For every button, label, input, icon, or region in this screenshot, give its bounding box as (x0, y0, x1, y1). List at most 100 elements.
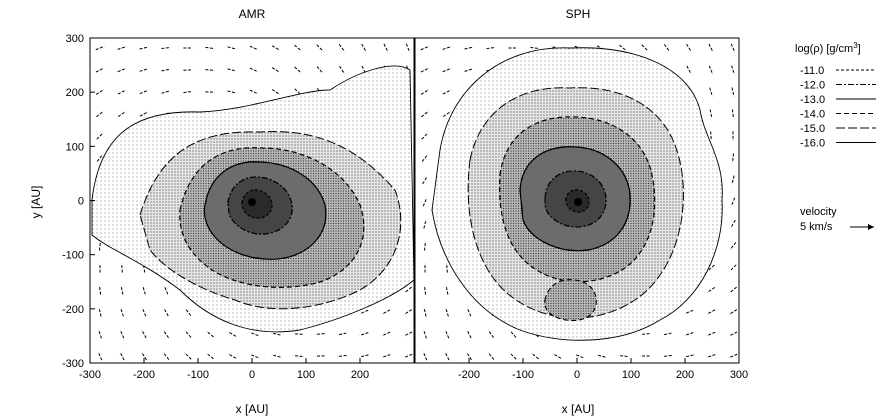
velocity-vector (227, 331, 237, 337)
velocity-vector (99, 241, 101, 251)
sph-center-core (574, 198, 582, 206)
legend-entries: -11.0 -12.0 -13.0 -14.0 -15.0 -16.0 (800, 65, 876, 150)
amr-center-core (248, 198, 256, 206)
sph-x-axis-label: x [AU] (562, 402, 595, 416)
amr-x-axis-label: x [AU] (236, 402, 269, 416)
velocity-vector (96, 132, 104, 140)
velocity-vector (337, 354, 347, 358)
velocity-vector (446, 263, 448, 273)
velocity-vector (98, 285, 102, 295)
velocity-vector (405, 43, 411, 53)
velocity-vector (121, 263, 123, 273)
velocity-vector (162, 329, 170, 339)
velocity-vector (139, 46, 149, 50)
velocity-vector (95, 89, 105, 95)
y-tick-label: -200 (62, 304, 84, 316)
velocity-vector (731, 109, 735, 119)
velocity-vector (249, 331, 259, 337)
velocity-vector (142, 285, 146, 295)
velocity-vector (442, 46, 452, 50)
velocity-vector (421, 110, 429, 118)
velocity-vector (731, 87, 735, 97)
velocity-vector (707, 264, 715, 272)
velocity-vector (420, 89, 430, 95)
velocity-vector (706, 287, 716, 293)
velocity-vector (271, 354, 281, 358)
velocity-vector (466, 351, 472, 361)
velocity-vector (96, 110, 104, 118)
velocity-vector (271, 45, 281, 51)
panel-amr: AMR -300 -200 -100 0 100 200 300 200 100 0 -100 -2… (29, 7, 415, 416)
y-tick-label: 300 (66, 33, 84, 45)
velocity-vector (117, 46, 127, 50)
velocity-vector (729, 286, 737, 294)
velocity-vector (227, 90, 237, 94)
velocity-vector (227, 68, 237, 72)
velocity-vector (466, 307, 472, 317)
legend-entry-label: -15.0 (800, 123, 825, 135)
velocity-vector (509, 352, 517, 360)
velocity-vector (464, 68, 474, 72)
velocity-vector (509, 330, 517, 338)
velocity-vector (488, 329, 494, 339)
velocity-vector (117, 67, 127, 73)
velocity-vector (293, 333, 303, 335)
velocity-vector (730, 43, 736, 53)
amr-plot-area (91, 43, 414, 361)
velocity-vector (316, 66, 324, 74)
velocity-vector (161, 46, 171, 50)
sph-plot-area (420, 43, 738, 361)
velocity-vector (161, 90, 171, 94)
velocity-vector (184, 352, 192, 360)
velocity-vector (404, 286, 412, 294)
velocity-vector (139, 89, 149, 95)
velocity-vector (423, 241, 427, 251)
velocity-vector (120, 307, 124, 317)
velocity-vector (403, 331, 413, 337)
legend-entry-label: -14.0 (800, 109, 825, 121)
velocity-vector (95, 45, 105, 51)
y-tick-label: 100 (66, 141, 84, 153)
velocity-vector (706, 331, 716, 337)
velocity-vector (271, 332, 281, 336)
velocity-vector (423, 285, 427, 295)
velocity-vector (119, 329, 125, 339)
velocity-vector (95, 67, 105, 73)
velocity-vector (420, 67, 430, 73)
velocity-vector (709, 87, 713, 97)
velocity-vector (183, 90, 193, 94)
velocity-vector (686, 43, 692, 53)
velocity-vector (183, 69, 193, 71)
velocity-vector (445, 285, 449, 295)
velocity-vector (227, 46, 237, 50)
velocity-vector (710, 131, 712, 141)
velocity-vector (96, 154, 104, 162)
velocity-vector (316, 44, 324, 52)
velocity-vector (315, 333, 325, 335)
velocity-vector (339, 65, 345, 75)
velocity-vector (141, 329, 147, 339)
velocity-vector (423, 329, 427, 339)
velocity-vector (640, 333, 650, 335)
velocity-vector (730, 219, 736, 229)
legend-velocity-arrow (850, 224, 874, 230)
y-tick-label: -100 (62, 250, 84, 262)
panel-sph: SPH -200 -100 0 100 200 300 x [AU] (414, 7, 748, 416)
velocity-vector (706, 309, 716, 315)
velocity-vector (249, 89, 259, 95)
velocity-vector (205, 46, 215, 50)
velocity-vector (359, 332, 369, 336)
velocity-vector (709, 109, 713, 119)
velocity-vector (662, 354, 672, 358)
velocity-vector (423, 219, 427, 229)
velocity-vector (337, 332, 347, 336)
velocity-vector (574, 353, 584, 359)
velocity-vector (119, 351, 125, 361)
legend: log(ρ) [g/cm3] -11.0 -12.0 -13.0 -14.0 -15.0… (795, 41, 876, 233)
velocity-vector (530, 46, 540, 50)
velocity-vector (730, 197, 736, 207)
velocity-vector (184, 330, 192, 338)
velocity-vector (359, 354, 369, 358)
amr-y-axis-label: y [AU] (29, 186, 43, 219)
legend-title: log(ρ) [g/cm3] (795, 41, 861, 55)
